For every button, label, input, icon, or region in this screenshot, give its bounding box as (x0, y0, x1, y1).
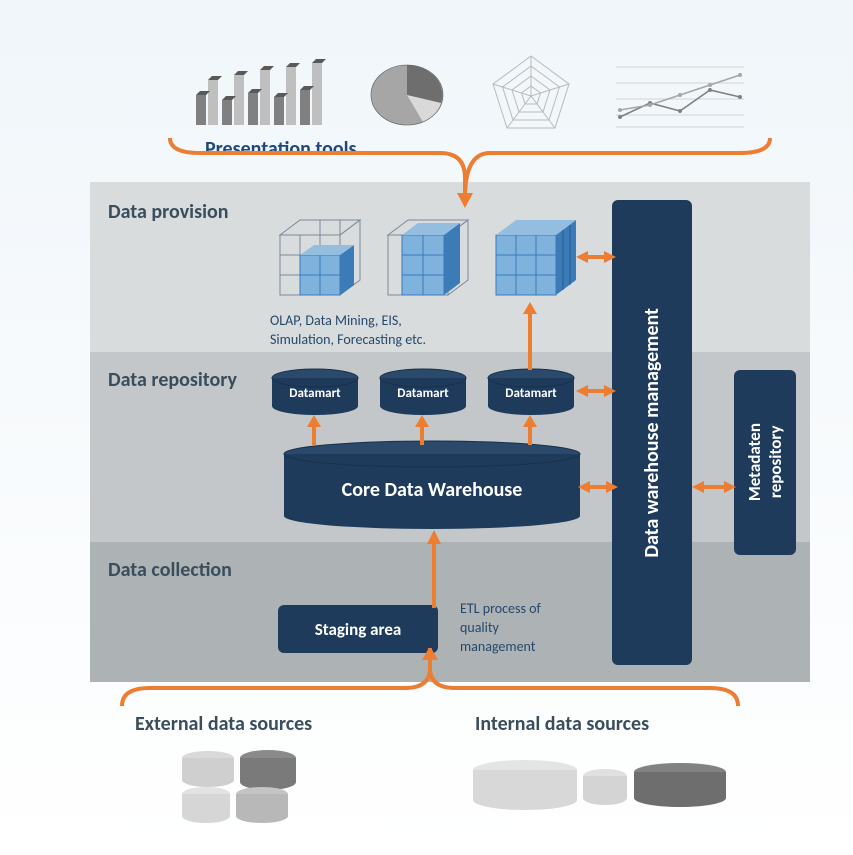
staging-area-box: Staging area (278, 605, 438, 653)
metadata-repo-box: Metadaten repository (734, 370, 796, 555)
arrow-core-to-dm1 (305, 415, 323, 450)
arrow-core-to-dm3 (521, 415, 539, 450)
line-chart-icon (608, 55, 748, 140)
olap-cube-2 (378, 215, 478, 310)
datamart-2-label: Datamart (378, 386, 468, 401)
arrow-dm3-to-cube (521, 302, 539, 375)
darrow-cube-mgmt (576, 248, 616, 271)
arrow-staging-to-core (424, 530, 444, 613)
datamart-1: Datamart (270, 368, 360, 416)
label-data-repository: Data repository (108, 368, 237, 392)
pie-chart-icon (368, 58, 446, 137)
bar-chart-icon (192, 55, 332, 138)
int-src-cylinders (470, 758, 730, 818)
darrow-dm-mgmt (576, 382, 616, 405)
label-data-collection: Data collection (108, 558, 232, 582)
datamart-2: Datamart (378, 368, 468, 416)
arrow-core-to-dm2 (413, 415, 431, 450)
olap-cube-3 (486, 215, 586, 310)
core-data-warehouse: Core Data Warehouse (282, 440, 582, 530)
darrow-core-mgmt (578, 478, 618, 501)
heading-external-sources: External data sources (135, 712, 312, 736)
bracket-bottom (110, 648, 750, 718)
core-dw-label: Core Data Warehouse (282, 478, 582, 502)
staging-area-label: Staging area (315, 619, 402, 640)
metadata-repo-label: Metadaten repository (744, 423, 786, 501)
datamart-3: Datamart (486, 368, 576, 416)
ext-src-cylinders (178, 748, 308, 828)
radar-chart-icon (476, 48, 586, 145)
datamart-1-label: Datamart (270, 386, 360, 401)
olap-caption: OLAP, Data Mining, EIS, Simulation, Fore… (270, 312, 426, 350)
olap-cube-1 (270, 215, 370, 310)
darrow-mgmt-meta (692, 478, 736, 501)
heading-internal-sources: Internal data sources (475, 712, 649, 736)
dw-management-label: Data warehouse management (640, 308, 664, 558)
dw-management-box: Data warehouse management (612, 200, 692, 665)
datamart-3-label: Datamart (486, 386, 576, 401)
